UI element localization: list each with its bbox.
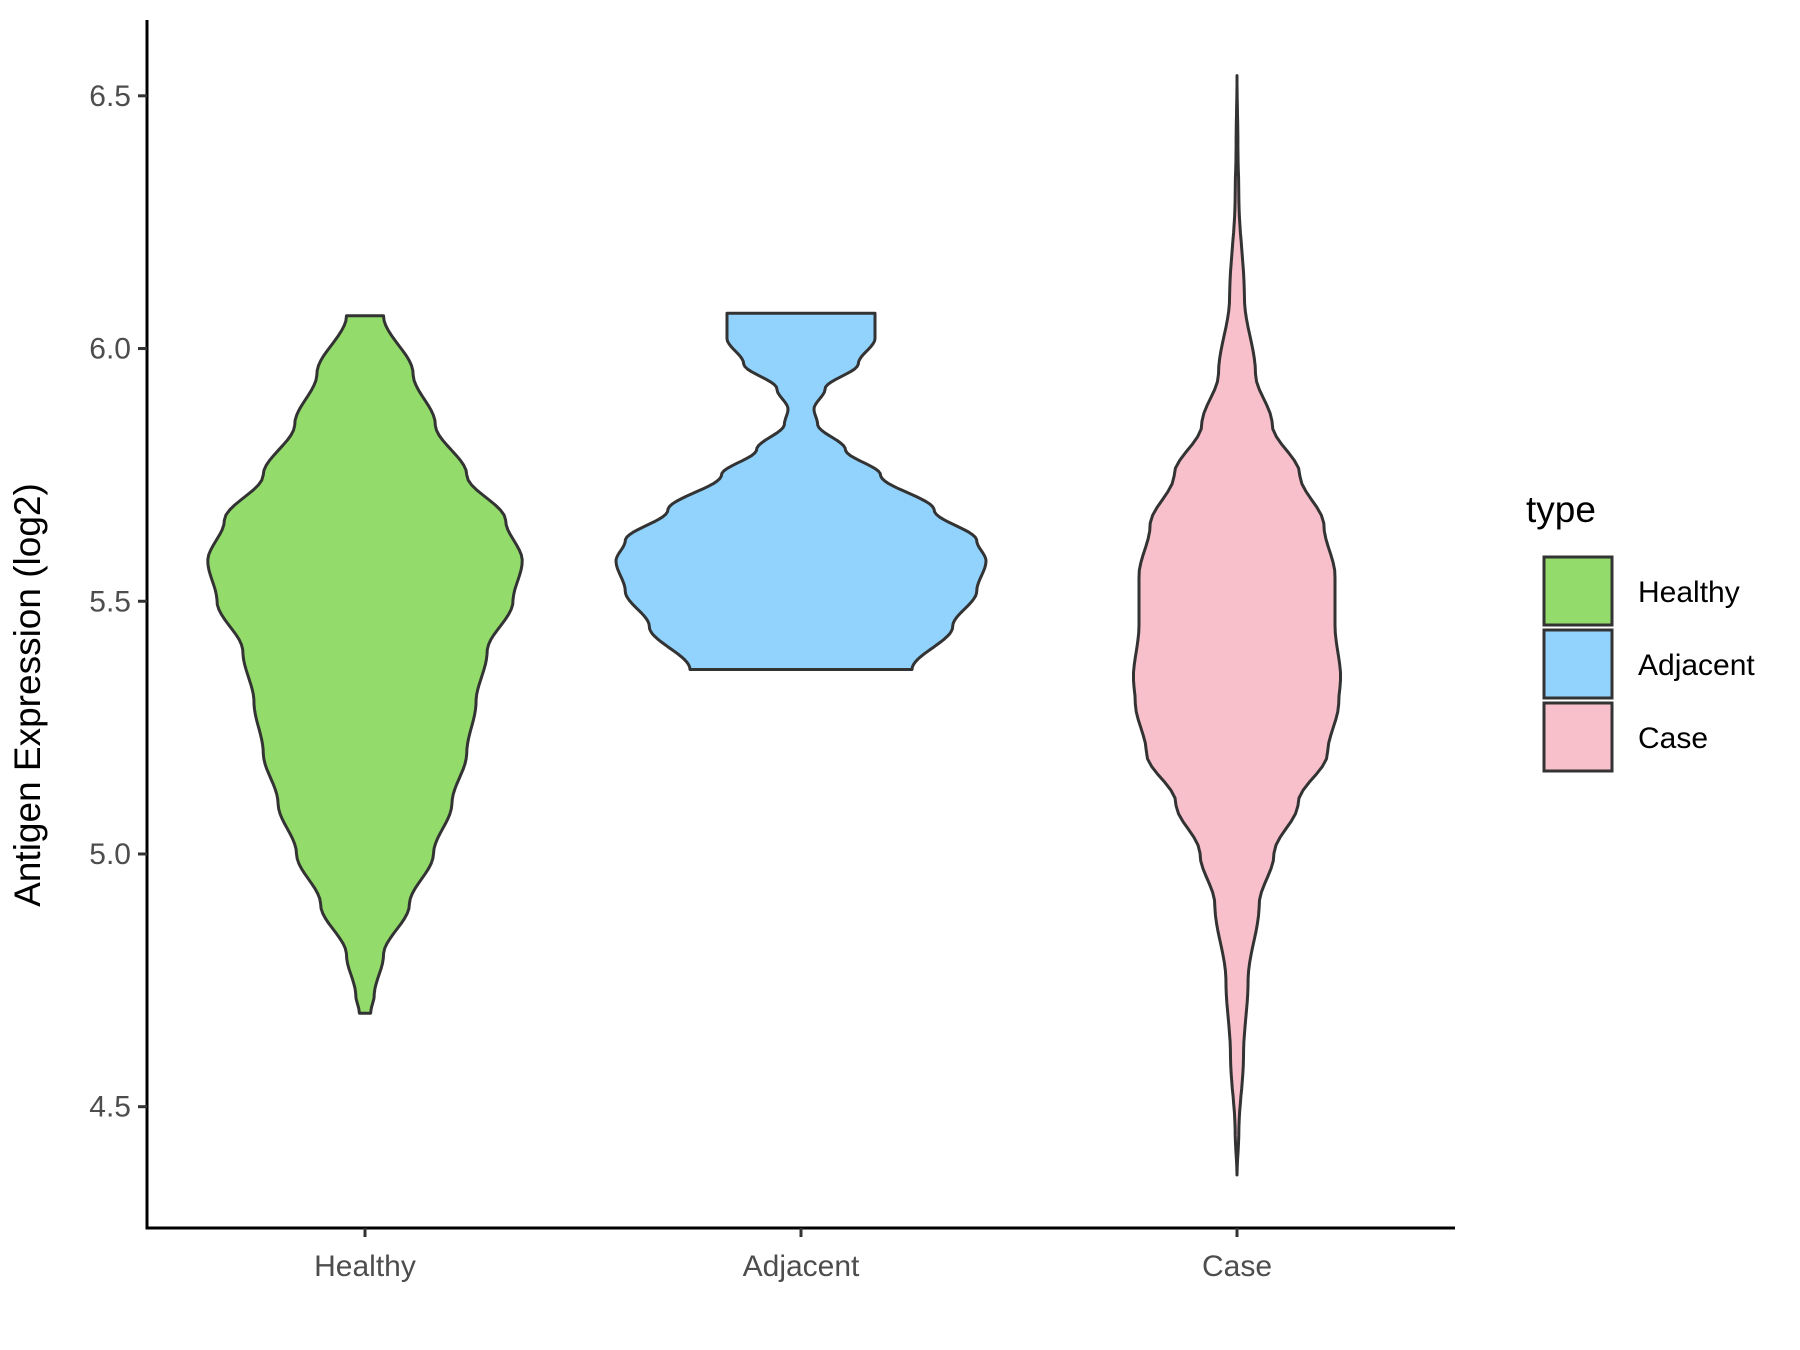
y-tick-label: 6.5 [89,80,131,113]
legend-label-adjacent: Adjacent [1638,649,1755,682]
violin-healthy [206,314,524,1015]
legend: type Healthy Adjacent Case [1526,489,1755,773]
y-tick-label: 5.5 [89,585,131,618]
y-tick-label: 4.5 [89,1091,131,1124]
legend-label-healthy: Healthy [1638,576,1740,609]
x-tick-label: Adjacent [743,1250,860,1283]
violin-adjacent [614,311,988,671]
y-tick-label: 6.0 [89,333,131,366]
x-tick-label: Healthy [314,1250,416,1283]
violin-case [1132,74,1342,1177]
violins-layer [206,74,1342,1177]
x-tick-label: Case [1202,1250,1272,1283]
y-axis-ticks: 4.5 5.0 5.5 6.0 6.5 [89,80,147,1124]
legend-key-case [1542,701,1614,773]
legend-key-adjacent [1542,628,1614,700]
legend-label-case: Case [1638,722,1708,755]
legend-key-healthy [1542,555,1614,627]
y-axis-title: Antigen Expression (log2) [7,483,48,907]
legend-title: type [1526,489,1596,530]
x-axis-ticks: Healthy Adjacent Case [314,1228,1272,1283]
y-tick-label: 5.0 [89,838,131,871]
